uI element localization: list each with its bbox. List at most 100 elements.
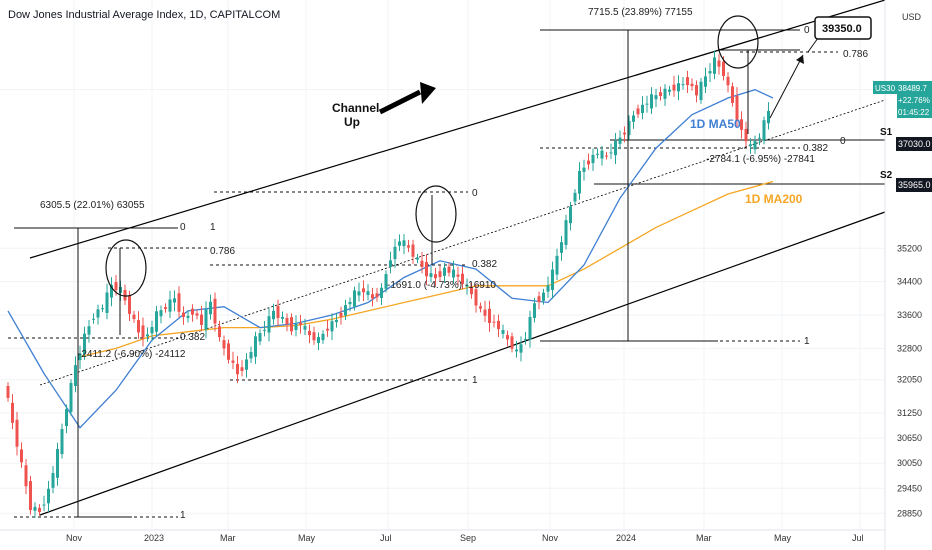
candle-body-88 [402,240,406,247]
candle-body-49 [227,343,230,360]
candle-body-91 [416,257,419,260]
candle-body-100 [456,274,460,277]
candle-body-118 [537,296,541,303]
candle-body-152 [690,83,694,87]
candle-body-83 [380,287,383,298]
candle-body-159 [722,61,725,76]
candle-body-56 [258,333,262,342]
candle-body-169 [767,110,770,124]
candle-body-50 [231,360,235,363]
candle-body-157 [713,57,716,74]
candle-body-54 [249,352,253,359]
candle-body-89 [407,245,410,248]
candle-body-45 [209,301,212,315]
candle-body-166 [753,141,757,150]
candle-body-65 [299,322,302,325]
fib-label-1-c: 1 [472,375,478,386]
candle-body-19 [92,318,95,320]
ma200-label: 1D MA200 [745,192,803,206]
candle-body-124 [564,220,568,245]
candle-body-78 [357,291,361,296]
candle-body-120 [546,285,550,292]
candlestick-series [6,50,770,518]
candle-body-108 [492,321,496,323]
candle-body-38 [177,293,181,312]
y-tick-label-13: 28850 [897,508,922,518]
candle-body-21 [101,308,104,310]
candle-body-165 [749,144,752,146]
candle-body-140 [636,108,640,115]
candle-body-72 [330,321,334,332]
candle-body-116 [528,316,532,340]
s2-price-tag-text: 35965.0 [898,180,931,190]
candle-body-110 [501,330,505,334]
x-tick-label-0: Nov [66,533,83,543]
candle-body-22 [105,292,109,313]
candle-body-8 [42,504,46,506]
candle-body-114 [519,344,523,353]
fib-label-0-a: 0 [180,222,186,233]
candle-body-48 [222,340,226,349]
candle-body-36 [168,299,172,312]
measure-label-5: -2784.1 (-6.95%) -27841 [706,154,815,165]
candle-body-131 [596,153,599,155]
x-tick-label-5: Sep [460,533,476,543]
candle-body-147 [668,89,671,92]
x-tick-label-1: 2023 [144,533,164,543]
candle-body-9 [47,488,50,504]
channel-label-line1: Channel [332,101,379,115]
candle-body-106 [483,309,487,316]
candle-body-16 [78,353,82,361]
candle-body-155 [704,76,707,87]
candle-body-126 [573,192,577,202]
currency-label: USD [902,12,922,22]
candle-body-58 [267,316,271,333]
x-tick-label-6: Nov [542,533,559,543]
candle-body-43 [200,314,203,325]
candle-body-97 [443,267,446,276]
candle-body-113 [515,349,518,352]
candle-body-127 [578,170,581,194]
candle-body-143 [650,94,653,109]
candle-body-107 [488,308,491,323]
candle-body-17 [83,333,86,355]
candle-body-123 [560,242,563,253]
s2-label: S2 [880,170,893,181]
fib-label-0-c: 0 [804,25,810,36]
candle-body-69 [317,337,320,344]
candle-body-96 [438,271,442,278]
target-callout-box [814,16,872,40]
fib-label-0382-c: 0.382 [803,143,828,154]
x-tick-label-2: Mar [220,533,236,543]
fib-label-0382-b: 0.382 [472,259,497,270]
ma200-line [79,180,774,358]
candle-body-79 [362,288,365,293]
candle-body-59 [272,310,275,320]
candle-body-167 [758,137,761,139]
channel-arrow-head [420,82,436,104]
y-tick-label-6: 33600 [897,310,922,320]
candle-body-164 [744,128,748,142]
candle-body-104 [474,289,478,306]
candle-body-27 [128,295,131,314]
candle-body-64 [294,323,298,331]
candle-body-12 [60,429,64,455]
candle-body-160 [726,76,730,86]
candle-body-73 [335,319,338,323]
candle-body-81 [371,294,374,299]
top-circle-2 [415,185,457,243]
candle-body-10 [51,473,55,488]
candle-body-101 [461,273,464,284]
candle-body-13 [65,409,68,427]
price-tag-change: +22.76% [898,96,930,105]
candle-body-29 [137,320,140,333]
y-tick-label-10: 30650 [897,433,922,443]
s2-price-tag [896,178,932,192]
candle-body-2 [15,419,19,447]
candle-body-11 [56,449,59,478]
candle-body-145 [659,92,662,97]
candle-body-138 [627,120,631,136]
candle-body-15 [74,365,77,386]
moving-average-lines [7,89,774,429]
